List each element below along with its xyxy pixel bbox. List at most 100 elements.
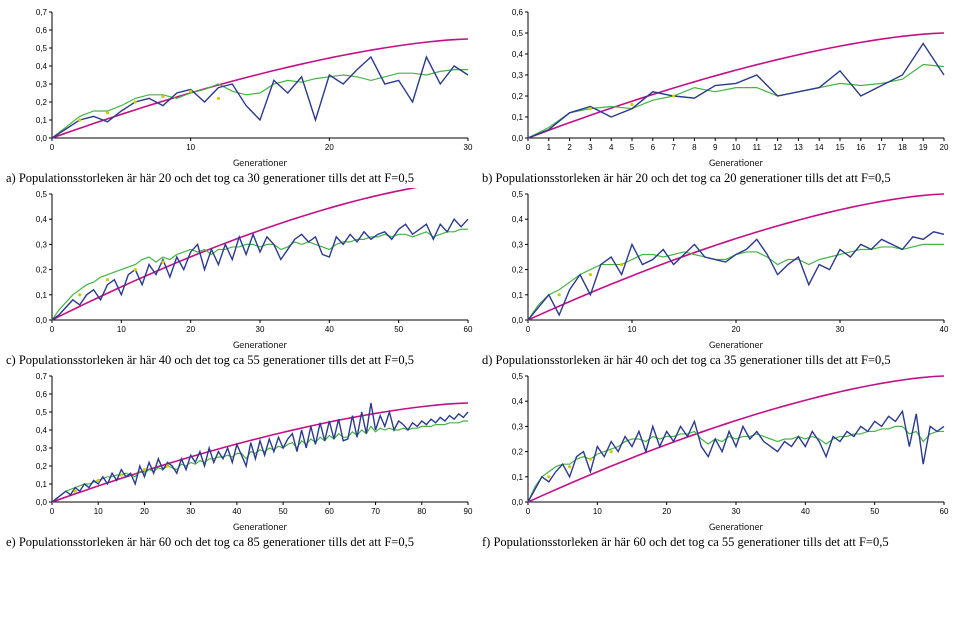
- svg-text:20: 20: [325, 143, 334, 152]
- chart: 0,00,10,20,30,40,50,60,70102030405060708…: [24, 370, 474, 520]
- svg-text:0,3: 0,3: [36, 80, 48, 89]
- svg-text:17: 17: [877, 143, 886, 152]
- svg-text:0,3: 0,3: [512, 422, 524, 431]
- chart: 0,00,10,20,30,40,50102030405060Inavelsko…: [24, 188, 474, 338]
- svg-text:0,5: 0,5: [512, 190, 524, 199]
- svg-text:16: 16: [856, 143, 865, 152]
- svg-text:0,1: 0,1: [36, 116, 48, 125]
- svg-text:10: 10: [628, 325, 637, 334]
- svg-text:40: 40: [940, 325, 949, 334]
- svg-text:0,4: 0,4: [512, 50, 524, 59]
- panel-a: 0,00,10,20,30,40,50,60,70102030Inavelsko…: [6, 6, 478, 186]
- panel-caption: e) Populationsstorleken är här 60 och de…: [6, 535, 478, 550]
- svg-text:80: 80: [417, 507, 426, 516]
- svg-text:0,2: 0,2: [512, 448, 524, 457]
- svg-text:0: 0: [50, 325, 55, 334]
- svg-text:0,0: 0,0: [512, 134, 524, 143]
- svg-text:5: 5: [630, 143, 635, 152]
- svg-text:0,1: 0,1: [512, 113, 524, 122]
- svg-text:0,3: 0,3: [36, 444, 48, 453]
- svg-text:0,5: 0,5: [36, 408, 48, 417]
- y-axis-label: Inavelskoefficient ( Ft, FR, FE ): [500, 381, 502, 497]
- svg-text:0,1: 0,1: [512, 291, 524, 300]
- svg-text:0: 0: [526, 143, 531, 152]
- svg-text:0: 0: [50, 143, 55, 152]
- panel-e: 0,00,10,20,30,40,50,60,70102030405060708…: [6, 370, 478, 550]
- x-axis-label: Generationer: [52, 520, 468, 533]
- svg-text:9: 9: [713, 143, 718, 152]
- panel-caption: d) Populationsstorleken är här 40 och de…: [482, 353, 954, 368]
- chart: 0,00,10,20,30,40,50102030405060Inavelsko…: [500, 370, 950, 520]
- x-axis-label: Generationer: [528, 520, 944, 533]
- panel-f: 0,00,10,20,30,40,50102030405060Inavelsko…: [482, 370, 954, 550]
- svg-text:90: 90: [464, 507, 473, 516]
- svg-text:18: 18: [898, 143, 907, 152]
- svg-text:20: 20: [940, 143, 949, 152]
- svg-text:0,5: 0,5: [36, 44, 48, 53]
- svg-text:0,0: 0,0: [512, 316, 524, 325]
- svg-text:30: 30: [836, 325, 845, 334]
- svg-text:15: 15: [836, 143, 845, 152]
- svg-text:0: 0: [50, 507, 55, 516]
- svg-text:11: 11: [753, 143, 762, 152]
- svg-text:0,2: 0,2: [36, 462, 48, 471]
- x-axis-label: Generationer: [528, 338, 944, 351]
- svg-text:0: 0: [526, 507, 531, 516]
- svg-text:1: 1: [547, 143, 552, 152]
- svg-text:0,7: 0,7: [36, 372, 48, 381]
- svg-text:50: 50: [394, 325, 403, 334]
- svg-text:10: 10: [117, 325, 126, 334]
- svg-text:0,4: 0,4: [512, 397, 524, 406]
- svg-text:0,0: 0,0: [512, 498, 524, 507]
- svg-text:0,6: 0,6: [36, 26, 48, 35]
- svg-text:10: 10: [94, 507, 103, 516]
- svg-text:7: 7: [671, 143, 676, 152]
- svg-text:0,5: 0,5: [512, 29, 524, 38]
- svg-text:50: 50: [279, 507, 288, 516]
- x-axis-label: Generationer: [52, 338, 468, 351]
- panel-b: 0,00,10,20,30,40,50,60123456789101112131…: [482, 6, 954, 186]
- svg-text:0,5: 0,5: [512, 372, 524, 381]
- x-axis-label: Generationer: [528, 156, 944, 169]
- svg-text:70: 70: [371, 507, 380, 516]
- svg-text:10: 10: [593, 507, 602, 516]
- y-axis-label: Inavelskoefficient ( Ft, FR, FE ): [24, 17, 26, 133]
- svg-text:0,6: 0,6: [512, 8, 524, 17]
- svg-text:2: 2: [567, 143, 572, 152]
- svg-text:20: 20: [186, 325, 195, 334]
- svg-text:0,2: 0,2: [36, 98, 48, 107]
- svg-text:0,2: 0,2: [36, 266, 48, 275]
- svg-text:0,0: 0,0: [36, 498, 48, 507]
- svg-text:0,0: 0,0: [36, 134, 48, 143]
- svg-text:20: 20: [732, 325, 741, 334]
- svg-text:20: 20: [662, 507, 671, 516]
- svg-text:0,3: 0,3: [512, 71, 524, 80]
- svg-text:12: 12: [773, 143, 782, 152]
- svg-text:0,2: 0,2: [512, 266, 524, 275]
- svg-text:0,3: 0,3: [512, 240, 524, 249]
- panel-c: 0,00,10,20,30,40,50102030405060Inavelsko…: [6, 188, 478, 368]
- chart: 0,00,10,20,30,40,50,60,70102030Inavelsko…: [24, 6, 474, 156]
- y-axis-label: Inavelskoefficient ( Ft, FR, FE ): [24, 199, 26, 315]
- svg-text:60: 60: [940, 507, 949, 516]
- svg-text:30: 30: [186, 507, 195, 516]
- svg-text:0,4: 0,4: [36, 215, 48, 224]
- svg-text:4: 4: [609, 143, 614, 152]
- svg-text:0,0: 0,0: [36, 316, 48, 325]
- svg-text:0,2: 0,2: [512, 92, 524, 101]
- svg-text:0,6: 0,6: [36, 390, 48, 399]
- svg-text:10: 10: [732, 143, 741, 152]
- svg-text:0,4: 0,4: [36, 426, 48, 435]
- svg-text:0,4: 0,4: [36, 62, 48, 71]
- svg-text:0,7: 0,7: [36, 8, 48, 17]
- x-axis-label: Generationer: [52, 156, 468, 169]
- chart: 0,00,10,20,30,40,50,60123456789101112131…: [500, 6, 950, 156]
- svg-text:0,1: 0,1: [36, 291, 48, 300]
- svg-text:0,1: 0,1: [36, 480, 48, 489]
- svg-text:60: 60: [325, 507, 334, 516]
- svg-text:30: 30: [464, 143, 473, 152]
- svg-text:30: 30: [256, 325, 265, 334]
- svg-text:0: 0: [526, 325, 531, 334]
- y-axis-label: Inavelskoefficient ( Ft, FR, FE ): [500, 199, 502, 315]
- panel-d: 0,00,10,20,30,40,5010203040Inavelskoeffi…: [482, 188, 954, 368]
